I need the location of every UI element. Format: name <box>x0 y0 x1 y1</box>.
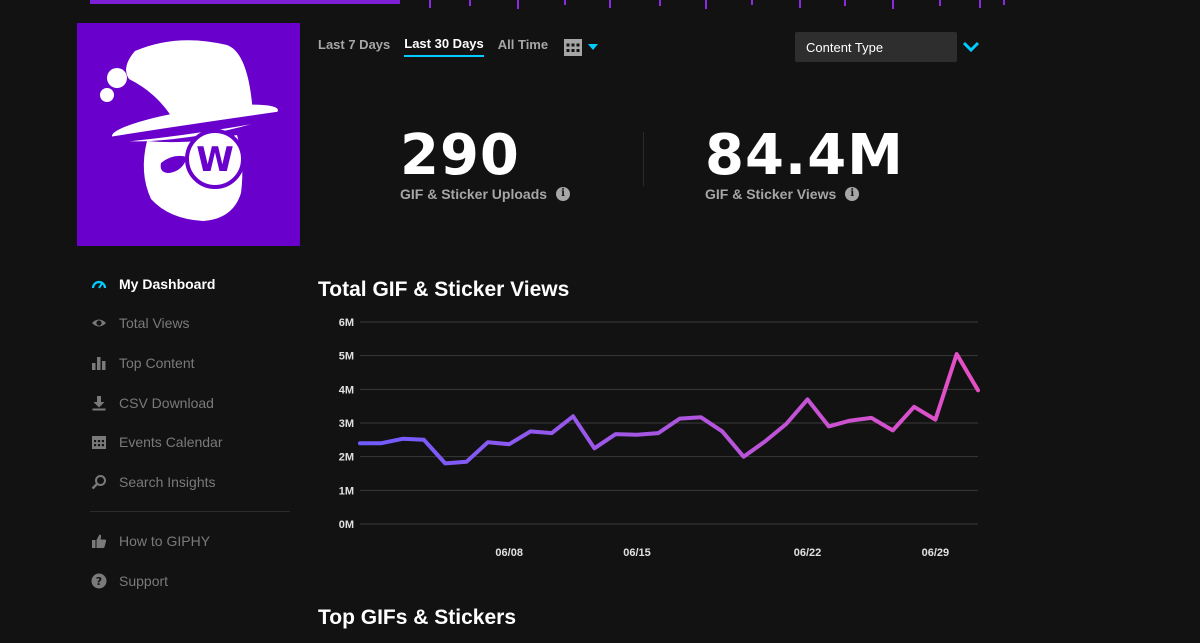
data-point[interactable] <box>592 446 596 450</box>
data-point[interactable] <box>486 440 490 444</box>
data-point[interactable] <box>827 424 831 428</box>
eye-icon <box>90 314 108 332</box>
x-tick-label: 06/15 <box>623 547 651 559</box>
sidebar-item-how-to-giphy[interactable]: How to GIPHY <box>90 529 210 553</box>
sidebar-item-my-dashboard[interactable]: My Dashboard <box>90 272 215 296</box>
thumbs-up-icon <box>90 532 108 550</box>
sidebar-divider <box>90 511 290 512</box>
data-point[interactable] <box>422 438 426 442</box>
sidebar-item-label: My Dashboard <box>119 276 216 292</box>
data-point[interactable] <box>507 442 511 446</box>
y-tick-label: 4M <box>339 384 354 396</box>
data-point[interactable] <box>528 429 532 433</box>
y-tick-label: 1M <box>339 485 354 497</box>
views-value: 84.4M <box>705 123 904 188</box>
views-series-line <box>358 352 980 466</box>
sidebar-item-events-calendar[interactable]: Events Calendar <box>90 430 223 454</box>
data-point[interactable] <box>976 388 980 392</box>
sidebar-item-label: Top Content <box>119 355 195 371</box>
content-type-select[interactable]: Content Type <box>795 32 957 62</box>
data-point[interactable] <box>635 433 639 437</box>
data-point[interactable] <box>656 431 660 435</box>
data-point[interactable] <box>806 397 810 401</box>
y-tick-label: 3M <box>339 418 354 430</box>
data-point[interactable] <box>443 461 447 465</box>
data-point[interactable] <box>401 437 405 441</box>
y-tick-label: 0M <box>339 519 354 531</box>
views-stat: 84.4M GIF & Sticker Views i <box>705 123 904 203</box>
data-point[interactable] <box>848 419 852 423</box>
tab-all-time[interactable]: All Time <box>497 37 549 52</box>
data-point[interactable] <box>379 441 383 445</box>
stats-divider <box>643 132 644 186</box>
info-icon[interactable]: i <box>556 187 571 201</box>
data-point[interactable] <box>614 432 618 436</box>
y-tick-label: 5M <box>339 351 354 363</box>
data-point[interactable] <box>720 429 724 433</box>
y-tick-label: 2M <box>339 452 354 464</box>
data-point[interactable] <box>955 352 959 356</box>
date-picker-button[interactable] <box>564 38 604 56</box>
data-point[interactable] <box>912 405 916 409</box>
uploads-label: GIF & Sticker Uploads <box>400 186 548 202</box>
wizard-logo-icon: W <box>100 40 283 221</box>
svg-text:W: W <box>196 140 234 180</box>
content-type-label: Content Type <box>806 39 884 55</box>
data-point[interactable] <box>742 455 746 459</box>
uploads-value: 290 <box>400 123 520 188</box>
uploads-stat: 290 GIF & Sticker Uploads i <box>400 123 571 202</box>
data-point[interactable] <box>678 417 682 421</box>
sidebar-item-label: How to GIPHY <box>119 533 211 549</box>
sidebar-item-label: Support <box>119 573 169 589</box>
svg-text:?: ? <box>96 575 102 588</box>
views-line-chart: 0M 1M 2M 3M 4M 5M 6M 06/08 06/15 06/22 06/29 <box>339 317 980 559</box>
sidebar-item-label: CSV Download <box>119 395 214 411</box>
x-tick-label: 06/29 <box>922 547 950 559</box>
bar-chart-icon <box>90 354 108 372</box>
data-point[interactable] <box>869 416 873 420</box>
waveform-decoration <box>90 0 1005 9</box>
caret-down-icon <box>588 43 599 50</box>
chevron-down-icon <box>962 41 980 53</box>
sidebar-item-label: Total Views <box>119 315 190 331</box>
info-icon[interactable]: i <box>845 187 860 201</box>
calendar-icon <box>564 38 583 56</box>
sidebar-item-support[interactable]: ? Support <box>90 569 168 593</box>
data-point[interactable] <box>891 428 895 432</box>
help-icon: ? <box>90 572 108 590</box>
data-point[interactable] <box>784 422 788 426</box>
sidebar-item-label: Search Insights <box>119 474 216 490</box>
chart-title: Total GIF & Sticker Views <box>318 278 570 301</box>
search-icon <box>90 473 108 491</box>
data-point[interactable] <box>763 440 767 444</box>
tab-last-30-days[interactable]: Last 30 Days <box>404 36 484 57</box>
tab-last-7-days[interactable]: Last 7 Days <box>318 37 391 52</box>
y-tick-label: 6M <box>339 317 354 329</box>
date-range-tabs: Last 7 Days Last 30 Days All Time <box>318 36 604 57</box>
sidebar-item-top-content[interactable]: Top Content <box>90 351 195 375</box>
data-point[interactable] <box>699 415 703 419</box>
channel-avatar: W <box>77 23 300 246</box>
sidebar-item-search-insights[interactable]: Search Insights <box>90 470 216 494</box>
content-type-dropdown-toggle[interactable] <box>957 32 985 62</box>
data-point[interactable] <box>465 460 469 464</box>
sidebar-item-total-views[interactable]: Total Views <box>90 311 190 335</box>
data-point[interactable] <box>550 431 554 435</box>
download-icon <box>90 394 108 412</box>
top-content-title: Top GIFs & Stickers <box>318 606 516 629</box>
gauge-icon <box>90 275 108 293</box>
sidebar-item-label: Events Calendar <box>119 434 223 450</box>
calendar-icon <box>90 433 108 451</box>
sidebar-item-csv-download[interactable]: CSV Download <box>90 391 214 415</box>
x-tick-label: 06/22 <box>794 547 822 559</box>
x-tick-label: 06/08 <box>495 547 523 559</box>
views-label: GIF & Sticker Views <box>705 186 837 202</box>
data-point[interactable] <box>358 441 362 445</box>
data-point[interactable] <box>933 418 937 422</box>
data-point[interactable] <box>571 414 575 418</box>
